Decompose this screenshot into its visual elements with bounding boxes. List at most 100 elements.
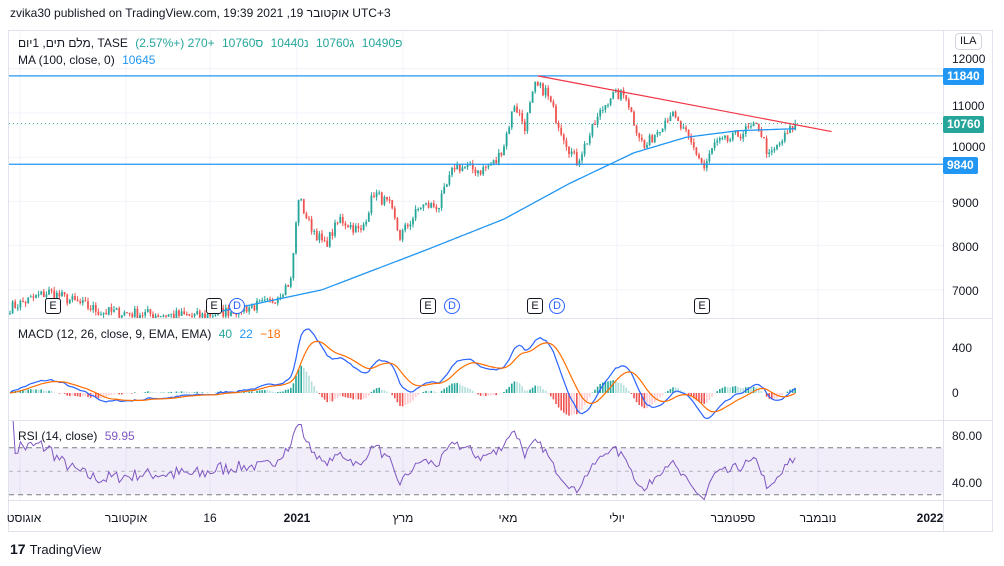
candle-body: [120, 315, 123, 318]
pane-divider[interactable]: [9, 420, 993, 421]
candle-body: [573, 151, 576, 153]
candle-body: [547, 87, 550, 97]
candle-body: [721, 137, 724, 139]
tradingview-logo[interactable]: 17 TradingView: [10, 541, 101, 557]
time-tick: נובמבר: [799, 511, 837, 525]
candle-body: [235, 313, 238, 315]
candle-body: [331, 232, 334, 236]
candle-body: [711, 148, 713, 154]
candle-body: [789, 126, 791, 134]
candle-body: [646, 144, 648, 148]
macd-pane[interactable]: [9, 319, 943, 419]
candle-body: [74, 296, 76, 300]
candle-body: [534, 81, 537, 92]
candle-body: [313, 230, 316, 232]
candle-body: [666, 120, 669, 122]
macd-line-value: 22: [239, 327, 253, 341]
earnings-marker[interactable]: E: [206, 298, 222, 314]
price-pane[interactable]: [9, 31, 943, 318]
candle-body: [419, 207, 422, 210]
candle-body: [53, 290, 56, 300]
candle-body: [68, 299, 71, 304]
candle-body: [295, 222, 297, 254]
candle-body: [185, 314, 188, 316]
candle-body: [126, 312, 128, 314]
candle-body: [607, 104, 609, 106]
candle-body: [133, 308, 136, 317]
candle-body: [409, 224, 412, 227]
candle-body: [578, 160, 581, 166]
candle-body: [230, 311, 232, 316]
candle-body: [737, 131, 739, 137]
candle-body: [425, 203, 427, 205]
candle-body: [479, 170, 482, 175]
dividend-marker[interactable]: D: [229, 298, 245, 314]
candle-body: [276, 297, 279, 304]
candle-body: [435, 206, 438, 210]
rsi-legend: RSI (14, close) 59.95: [18, 429, 139, 443]
candle-body: [417, 209, 420, 211]
earnings-marker[interactable]: E: [527, 298, 543, 314]
candle-body: [354, 225, 357, 233]
time-tick: 16: [203, 511, 217, 525]
rsi-label[interactable]: RSI (14, close): [18, 429, 98, 443]
currency-button[interactable]: ILA: [955, 33, 982, 50]
tradingview-logo-icon: 17: [10, 541, 26, 557]
candle-body: [734, 131, 737, 133]
rsi-pane[interactable]: [9, 421, 943, 500]
earnings-marker[interactable]: E: [420, 298, 436, 314]
candle-body: [365, 221, 368, 225]
symbol-name[interactable]: מלם תים, 1יום, TASE: [18, 36, 128, 50]
time-tick: מאי: [498, 511, 518, 525]
pane-divider[interactable]: [9, 318, 993, 319]
candle-body: [570, 151, 573, 154]
time-tick: אוגוסט: [6, 511, 42, 525]
candle-body: [448, 175, 451, 185]
dividend-marker[interactable]: D: [444, 298, 460, 314]
candle-body: [193, 313, 196, 316]
candle-body: [438, 207, 440, 210]
trend-line: [537, 75, 832, 133]
candle-body: [162, 315, 165, 317]
candle-body: [63, 292, 66, 295]
candle-body: [716, 140, 719, 143]
candle-body: [781, 141, 784, 144]
dividend-marker[interactable]: D: [549, 298, 565, 314]
candle-body: [677, 117, 680, 122]
candle-body: [643, 140, 646, 148]
candle-body: [11, 301, 14, 314]
candle-body: [581, 154, 583, 161]
candle-body: [536, 81, 539, 86]
candle-body: [718, 138, 721, 141]
candle-body: [739, 136, 742, 139]
candle-body: [370, 195, 373, 213]
price-tick: 8000: [952, 240, 979, 254]
change-value: +270 (+2.57%): [135, 36, 215, 50]
candle-body: [308, 218, 310, 220]
candle-body: [490, 164, 492, 166]
candle-body: [633, 111, 635, 126]
resistance-price-badge: 11840: [943, 68, 984, 85]
candle-body: [100, 314, 102, 316]
candle-body: [703, 162, 706, 169]
candle-body: [773, 149, 776, 151]
macd-label[interactable]: MACD (12, 26, close, 9, EMA, EMA): [18, 327, 212, 341]
macd-signal-value: −18: [260, 327, 281, 341]
close-value: ס10760: [222, 36, 264, 50]
ma-label[interactable]: MA (100, close, 0): [18, 53, 115, 67]
time-tick: 2022: [916, 511, 944, 525]
earnings-marker[interactable]: E: [694, 298, 710, 314]
candle-body: [708, 153, 711, 162]
candle-body: [482, 167, 485, 175]
candle-body: [367, 212, 370, 222]
earnings-marker[interactable]: E: [45, 298, 61, 314]
candle-body: [271, 300, 274, 303]
candle-body: [516, 106, 518, 113]
time-axis-divider: [9, 500, 993, 501]
candle-body: [612, 91, 615, 99]
candle-body: [583, 143, 586, 155]
candle-body: [622, 90, 625, 96]
candle-body: [729, 139, 732, 141]
candle-body: [92, 305, 95, 310]
candle-body: [81, 300, 84, 304]
